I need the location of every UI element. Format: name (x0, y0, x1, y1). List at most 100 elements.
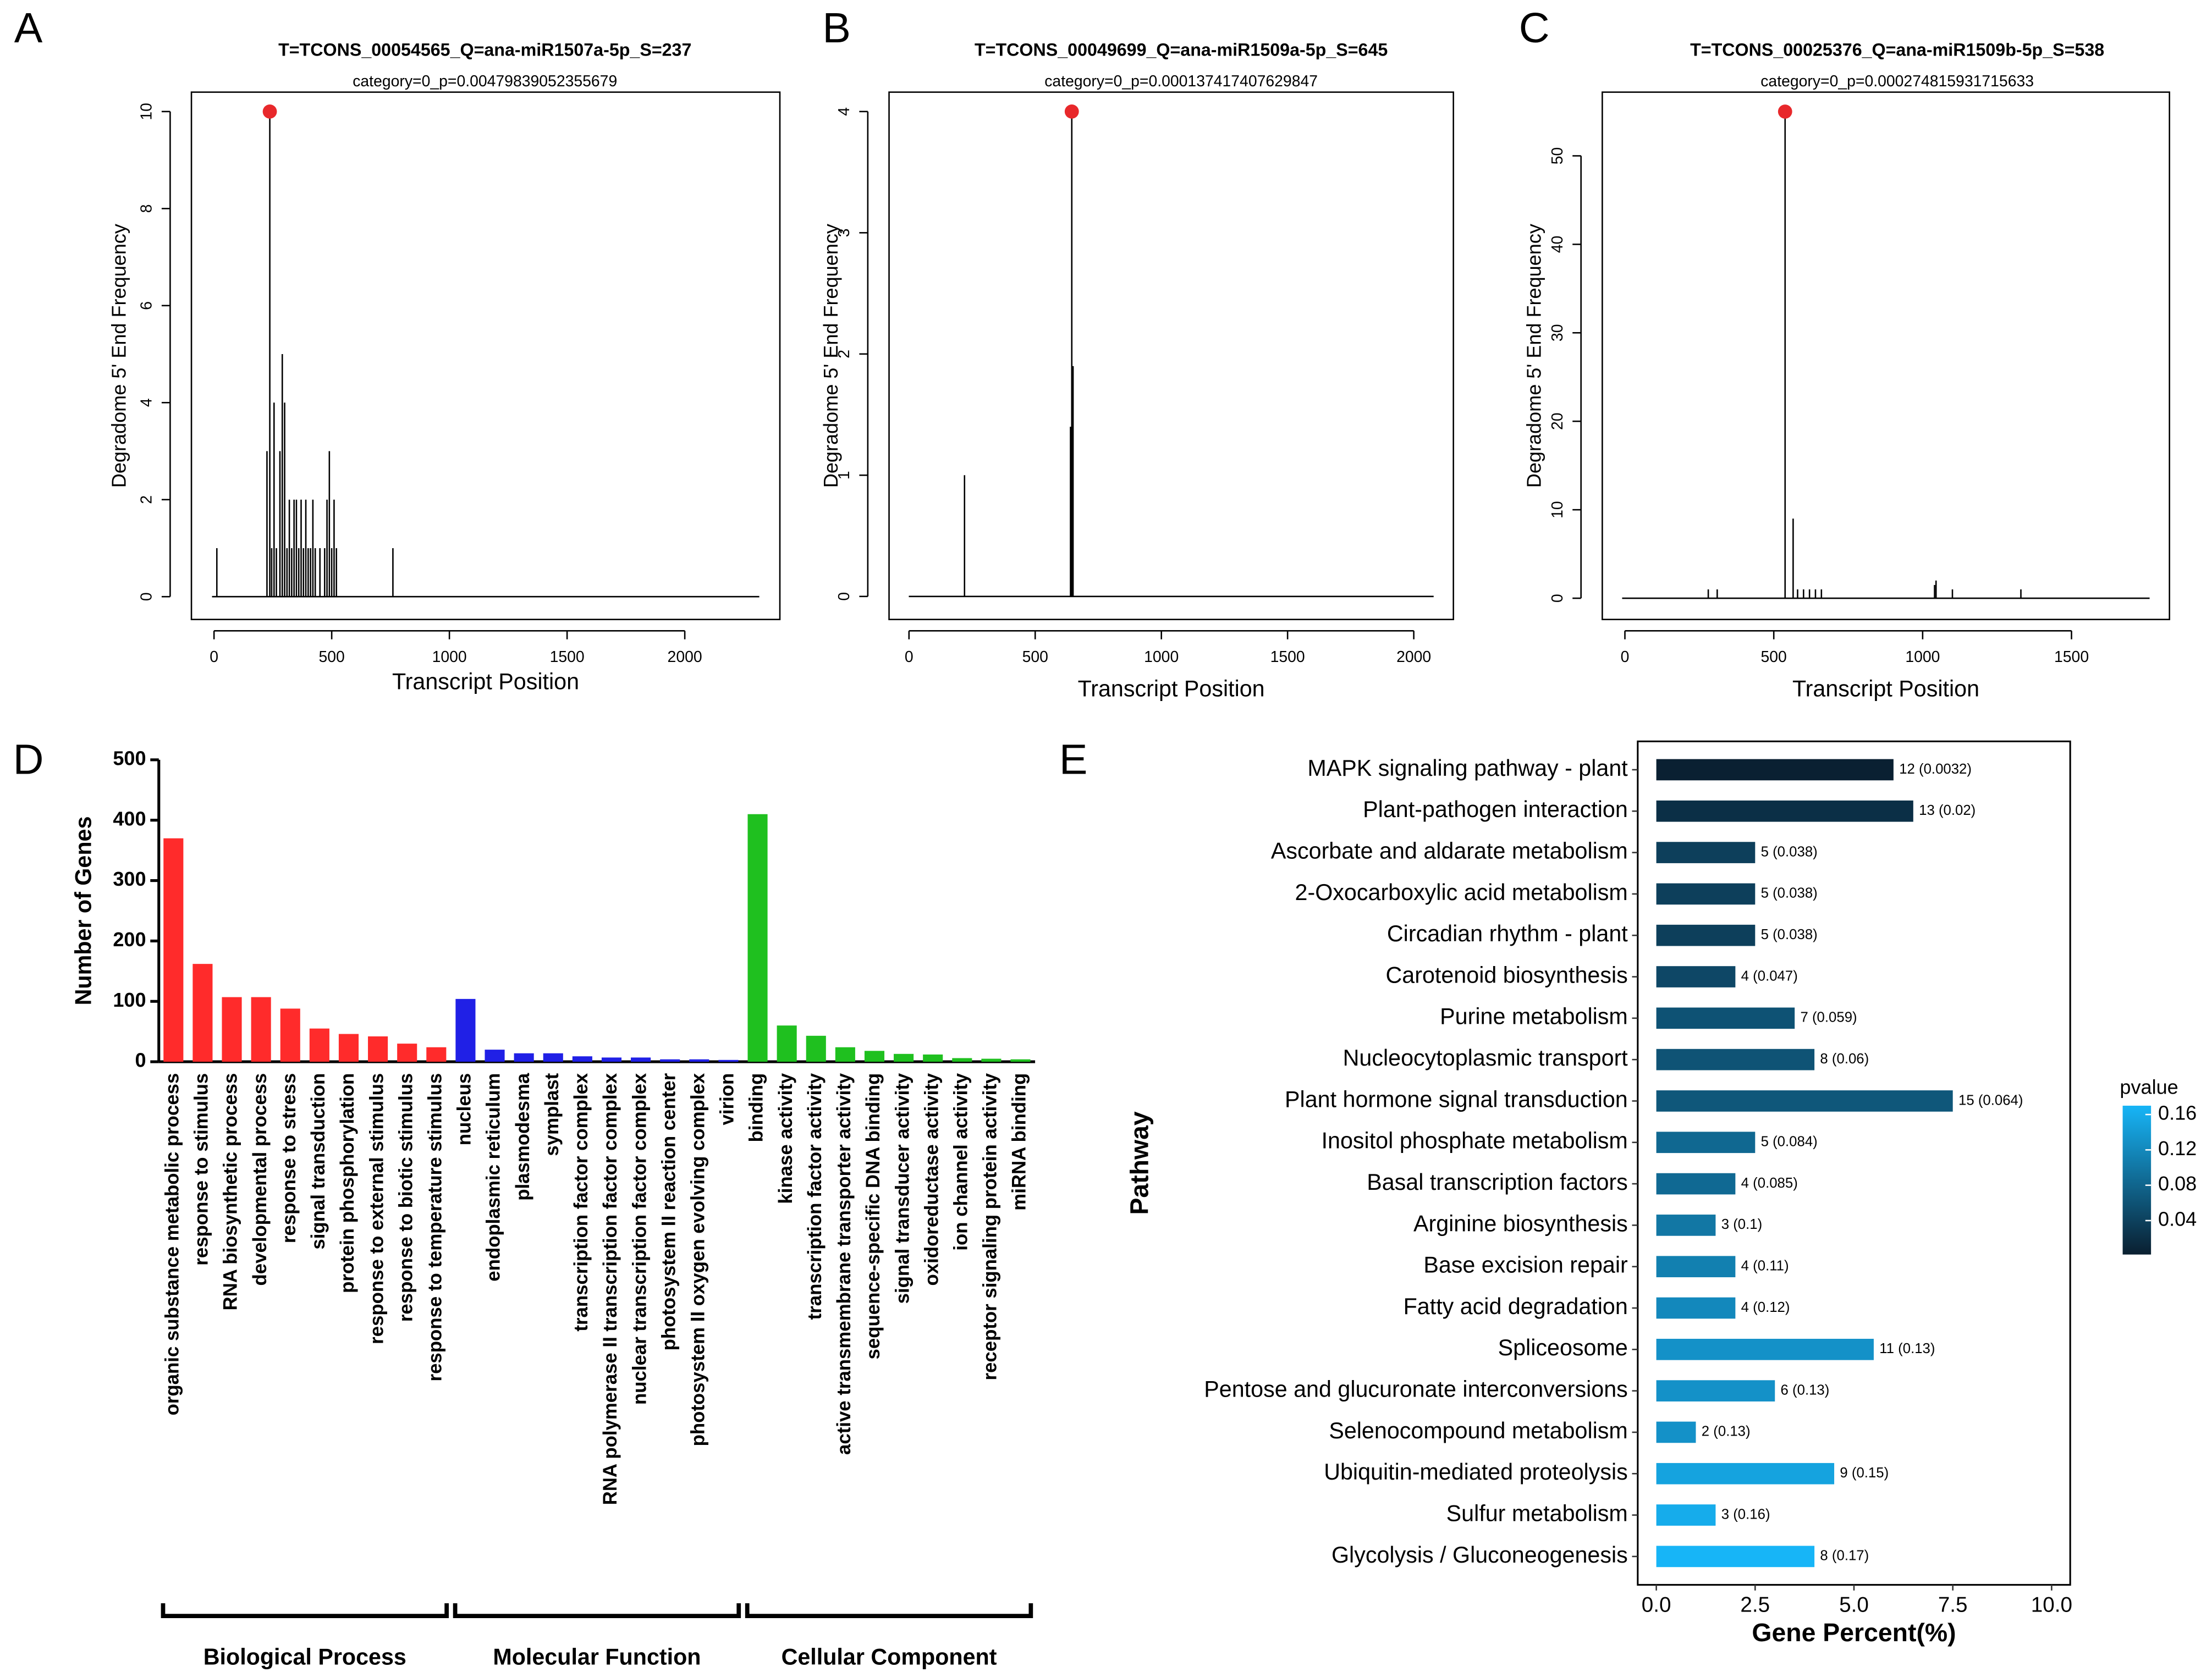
x-tick-label: 500 (1022, 648, 1048, 666)
y-tick-label: Ascorbate and aldarate metabolism (1271, 838, 1628, 863)
chart-title: T=TCONS_00054565_Q=ana-miR1507a-5p_S=237 (278, 40, 691, 59)
bar (747, 814, 768, 1062)
bar (1656, 924, 1756, 946)
x-tick-label: 500 (318, 648, 344, 666)
bar (543, 1053, 563, 1062)
bar (1656, 1090, 1953, 1112)
bar (572, 1056, 592, 1062)
x-tick-label: nuclear transcription factor complex (629, 1073, 650, 1405)
bar (1010, 1059, 1031, 1062)
x-tick-label: active transmembrane transporter activit… (833, 1073, 855, 1455)
x-tick-label: response to stimulus (191, 1073, 212, 1266)
x-tick-label: receptor signaling protein activity (980, 1073, 1001, 1380)
bar (192, 964, 213, 1062)
colorbar (2122, 1106, 2152, 1255)
bar (981, 1058, 1002, 1062)
x-tick-label: 1500 (550, 648, 585, 666)
x-tick-label: plasmodesma (512, 1073, 533, 1201)
bar (309, 1028, 329, 1062)
group-label: Cellular Component (782, 1644, 997, 1669)
bar-label: 5 (0.084) (1761, 1134, 1818, 1150)
bar (163, 838, 184, 1062)
y-tick-label: 20 (1549, 412, 1566, 430)
bar-label: 9 (0.15) (1840, 1465, 1889, 1481)
bar (806, 1035, 826, 1062)
x-tick-label: oxidoreductase activity (921, 1073, 942, 1285)
plot-box (1637, 740, 2071, 1586)
bar-label: 5 (0.038) (1761, 927, 1818, 942)
bar-label: 8 (0.06) (1820, 1051, 1869, 1067)
x-tick-label: signal transduction (307, 1073, 329, 1250)
x-tick-label: nucleus (454, 1073, 475, 1146)
y-tick-label: MAPK signaling pathway - plant (1307, 755, 1628, 781)
x-tick-label: 2000 (668, 648, 702, 666)
y-tick-label: 2-Oxocarboxylic acid metabolism (1295, 880, 1628, 905)
bar-label: 13 (0.02) (1919, 803, 1976, 818)
x-axis-label: Transcript Position (1792, 676, 1979, 701)
x-tick-label: kinase activity (775, 1073, 796, 1204)
x-tick-label: 2.5 (1740, 1593, 1770, 1616)
x-axis-label: Transcript Position (1078, 676, 1265, 701)
y-axis-label: Pathway (1125, 1111, 1154, 1215)
y-tick-label: 50 (1549, 147, 1566, 165)
bar-label: 3 (0.1) (1721, 1217, 1762, 1232)
bar (1656, 1215, 1716, 1236)
y-tick-label: 8 (138, 204, 156, 213)
y-tick-label: Base excision repair (1423, 1252, 1628, 1278)
bar (397, 1044, 417, 1062)
y-tick-label: 2 (138, 495, 156, 504)
x-tick-label: 1000 (432, 648, 467, 666)
bar (455, 998, 476, 1062)
y-tick-label: 0 (1549, 594, 1566, 603)
bar (368, 1036, 388, 1062)
group-label: Molecular Function (493, 1644, 701, 1669)
chart-subtitle: category=0_p=0.00479839052355679 (353, 73, 617, 90)
x-tick-label: response to biotic stimulus (395, 1073, 416, 1322)
x-tick-label: 1000 (1144, 648, 1179, 666)
y-tick-label: 1 (835, 471, 853, 479)
colorbar-tick-label: 0.04 (2158, 1208, 2197, 1230)
bar (777, 1025, 797, 1062)
y-tick-label: 500 (113, 747, 146, 769)
bar (601, 1057, 622, 1062)
bar-label: 12 (0.0032) (1899, 761, 1972, 777)
x-tick-label: developmental process (249, 1073, 271, 1286)
y-tick-label: Ubiquitin-mediated proteolysis (1324, 1459, 1628, 1485)
y-tick-label: Nucleocytoplasmic transport (1343, 1045, 1628, 1070)
bar (660, 1059, 680, 1062)
group-label: Biological Process (203, 1644, 406, 1669)
bar (1656, 1338, 1874, 1360)
x-tick-label: 1500 (2054, 648, 2089, 666)
y-tick-label: Fatty acid degradation (1404, 1294, 1628, 1319)
chart-title: T=TCONS_00025376_Q=ana-miR1509b-5p_S=538 (1690, 40, 2104, 59)
x-tick-label: photosystem II oxygen evolving complex (687, 1073, 709, 1446)
x-tick-label: 0 (905, 648, 914, 666)
highlight-point (1778, 104, 1792, 119)
x-tick-label: symplast (541, 1073, 563, 1156)
bar (1656, 800, 1913, 822)
x-tick-label: protein phosphorylation (337, 1073, 358, 1293)
x-tick-label: photosystem II reaction center (658, 1073, 679, 1350)
y-axis-label: Number of Genes (71, 816, 96, 1006)
y-tick-label: 10 (1549, 501, 1566, 518)
x-tick-label: 7.5 (1938, 1593, 1968, 1616)
x-tick-label: binding (746, 1073, 767, 1143)
bar-label: 4 (0.047) (1741, 968, 1798, 984)
x-tick-label: response to temperature stimulus (425, 1073, 446, 1382)
bar (1656, 1173, 1736, 1195)
y-tick-label: Inositol phosphate metabolism (1322, 1128, 1628, 1154)
highlight-point (262, 104, 277, 119)
bar (485, 1050, 505, 1062)
panel-label: D (13, 736, 44, 783)
group-bracket (161, 1603, 449, 1619)
x-tick-label: ion channel activity (950, 1073, 971, 1251)
bar-label: 4 (0.11) (1741, 1259, 1789, 1274)
x-tick-label: 500 (1761, 648, 1787, 666)
group-bracket (745, 1603, 1033, 1619)
bar (1656, 1256, 1736, 1278)
bar (864, 1051, 885, 1062)
y-tick-label: Sulfur metabolism (1446, 1500, 1628, 1526)
bar (222, 997, 242, 1062)
bar (631, 1057, 651, 1062)
bar (1656, 1463, 1835, 1485)
